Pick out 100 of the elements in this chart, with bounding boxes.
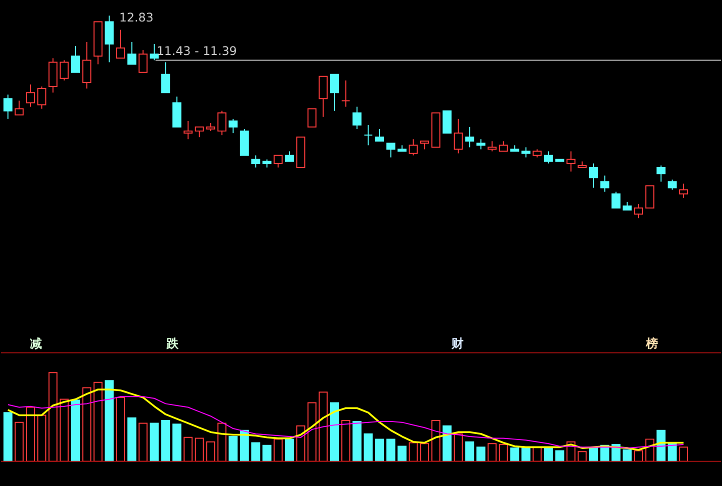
text: 减 [30,336,42,351]
bar [127,417,136,462]
candlestick [364,124,373,146]
bar [184,436,193,462]
candlestick [104,15,114,63]
bar [634,450,644,462]
bar [37,414,46,462]
bar [3,412,12,462]
text: 榜 [645,336,658,351]
candlestick [386,142,396,158]
candlestick [127,41,136,65]
candlestick [341,80,350,108]
bar [104,380,114,462]
candlestick [488,140,497,152]
candlestick [454,118,463,154]
bar [228,436,238,462]
bar [274,438,283,462]
candlestick [251,154,260,168]
candlestick [566,150,576,172]
candlestick [600,175,610,192]
bar [262,444,272,462]
bar [679,446,688,462]
candlestick [668,179,677,190]
bar [488,443,497,462]
bar [555,450,564,462]
bar [341,420,350,462]
bar [284,438,294,462]
bar [375,438,384,462]
candlestick [544,150,553,164]
candlestick [284,150,294,162]
candlestick [82,41,92,90]
candlestick [442,110,452,134]
bar [71,400,80,462]
candlestick [318,76,328,118]
candlestick [679,183,688,198]
candlestick [274,154,283,168]
candlestick [184,120,193,140]
candlestick [375,128,384,142]
candlestick [60,60,69,81]
bar [498,444,508,462]
candlestick [645,185,654,208]
bar [307,402,316,462]
candlestick [476,138,486,150]
candlestick [408,138,418,156]
candlestick [37,86,46,110]
bar [14,422,24,462]
candlestick [352,106,362,130]
bar [82,387,92,462]
bar [588,448,598,462]
bar [330,402,339,462]
bar [150,422,159,462]
bar [408,442,418,462]
bar [398,446,407,462]
candlestick [194,126,204,138]
candlestick [14,100,24,116]
bar [364,433,373,462]
candlestick [498,140,508,152]
candlestick [656,164,666,182]
candlestick [465,126,474,148]
candlestick [228,118,238,134]
bar [251,442,260,462]
candlestick [26,84,35,108]
bar [510,448,520,462]
bar [386,438,396,462]
candlestick [3,94,12,120]
candlestick [161,62,170,94]
bar [352,420,362,462]
candlestick [150,44,159,61]
bar [138,422,148,462]
bar [431,420,440,462]
candlestick [612,191,620,208]
bar [217,422,226,462]
bar [454,433,463,462]
bar [465,441,474,462]
bar [161,420,170,462]
bar [442,425,452,462]
bar [26,406,35,462]
candlestick [521,146,530,158]
bar [116,396,126,462]
candlestick [330,74,339,112]
bar [48,372,58,462]
bar [172,424,182,462]
text: 跌 [166,336,180,351]
candlestick [71,46,80,73]
candlestick [217,110,226,136]
annotation: 11.43 - 11.39 [156,44,237,58]
candlestick [588,162,598,188]
bar [206,441,216,462]
annotation: 12.83 [119,10,154,25]
bar [94,382,103,462]
bar [578,451,587,462]
candlestick [307,108,316,128]
bar [420,443,430,462]
candlestick [138,50,148,73]
text: 财 [450,336,464,351]
bar [318,392,328,462]
candlestick [116,29,126,59]
candlestick [634,203,644,219]
bar [476,446,486,462]
bar [194,438,204,462]
